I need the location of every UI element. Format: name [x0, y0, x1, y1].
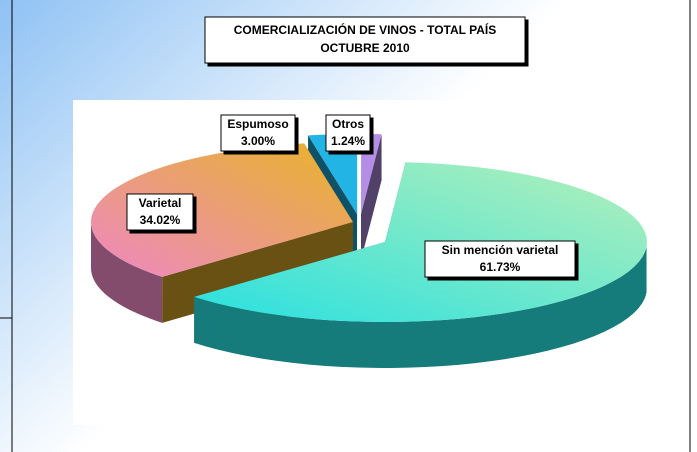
- label-value: 34.02%: [140, 213, 181, 227]
- slice-top: [308, 134, 358, 214]
- slice-side: [91, 222, 163, 323]
- slice-top: [194, 162, 647, 322]
- label-box: [325, 114, 371, 152]
- chart-title: OCTUBRE 2010: [320, 41, 410, 55]
- data-label: Otros 1.24%: [325, 114, 371, 152]
- slice-side: [361, 134, 382, 260]
- chart-title: COMERCIALIZACIÓN DE VINOS - TOTAL PAÍS: [234, 22, 496, 37]
- label-category: Sin mención varietal: [442, 243, 559, 257]
- data-label: Varietal 34.02%: [126, 193, 194, 231]
- label-category: Otros: [332, 117, 364, 131]
- pie-slice: [91, 143, 353, 323]
- data-label: Espumoso 3.00%: [220, 114, 296, 152]
- pie-slice: [194, 162, 647, 368]
- slice-top: [91, 143, 353, 277]
- labels: Sin mención varietal 61.73% Varietal 34.02%…: [126, 114, 576, 278]
- label-value: 3.00%: [241, 134, 275, 148]
- label-category: Varietal: [139, 196, 182, 210]
- pie: [91, 134, 647, 368]
- label-box: [424, 240, 576, 278]
- title-frame: [204, 16, 526, 64]
- title-box: COMERCIALIZACIÓN DE VINOS - TOTAL PAÍS O…: [204, 16, 526, 64]
- label-category: Espumoso: [227, 117, 288, 131]
- label-box: [126, 193, 194, 231]
- label-value: 61.73%: [480, 260, 521, 274]
- label-box: [220, 114, 296, 152]
- slice-top: [361, 134, 382, 214]
- data-label: Sin mención varietal 61.73%: [424, 240, 576, 278]
- pie-slice: [361, 134, 382, 260]
- label-value: 1.24%: [331, 134, 365, 148]
- slice-side: [194, 246, 647, 368]
